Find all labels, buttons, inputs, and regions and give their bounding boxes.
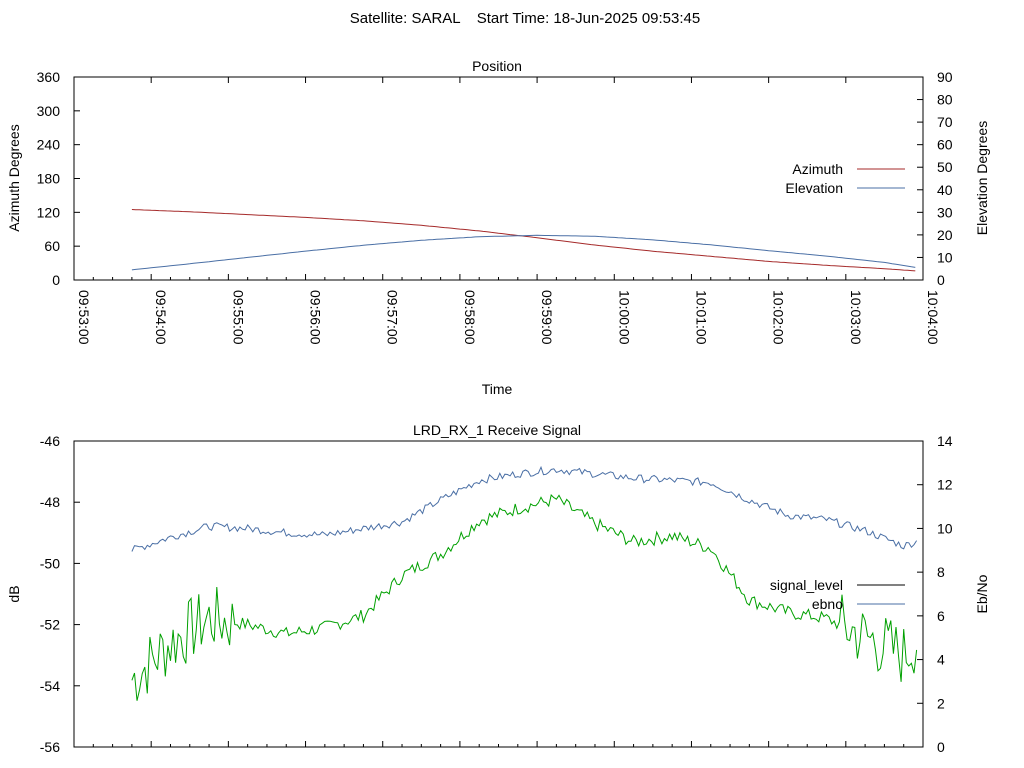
x-tick-label: 10:04:00	[925, 290, 941, 345]
y-tick-label: -48	[40, 494, 60, 510]
y-tick-label: 180	[37, 171, 61, 187]
y2-tick-label: 14	[937, 433, 953, 449]
y2-tick-label: 2	[937, 695, 945, 711]
position-plot-frame	[74, 77, 923, 280]
y-tick-label: 60	[44, 238, 60, 254]
x-tick-label: 09:54:00	[153, 290, 169, 345]
y-tick-label: -56	[40, 739, 60, 755]
y-tick-label: 120	[37, 204, 61, 220]
y2-tick-label: 10	[937, 520, 953, 536]
time-axis-label: Time	[482, 381, 513, 397]
y-tick-label: -50	[40, 555, 60, 571]
series-line-signal-level	[132, 495, 917, 701]
y-tick-label: -46	[40, 433, 60, 449]
y-tick-label: -54	[40, 678, 60, 694]
y2-tick-label: 40	[937, 182, 953, 198]
legend-label-signal-level: signal_level	[770, 577, 843, 593]
x-tick-label: 10:00:00	[616, 290, 632, 345]
series-line-elevation	[132, 235, 915, 270]
x-tick-label: 09:59:00	[539, 290, 555, 345]
x-tick-label: 09:57:00	[385, 290, 401, 345]
position-chart-title: Position	[472, 58, 522, 74]
y-tick-label: -52	[40, 617, 60, 633]
y-tick-label: 240	[37, 137, 61, 153]
y2-tick-label: 0	[937, 272, 945, 288]
legend-label-azimuth: Azimuth	[792, 161, 843, 177]
y2-tick-label: 50	[937, 159, 953, 175]
y2-tick-label: 12	[937, 477, 953, 493]
receive-signal-plot-frame	[74, 441, 923, 747]
y2-tick-label: 70	[937, 114, 953, 130]
legend-label-elevation: Elevation	[785, 180, 843, 196]
ebno-axis-ticks: 0 2 4 6 8 10 12 14	[917, 433, 953, 755]
position-chart: Position 0 60 120 180 240 300 360 0 10 20 30 40 50 6…	[6, 58, 990, 397]
x-tick-label: 10:02:00	[771, 290, 787, 345]
y-tick-label: 0	[52, 272, 60, 288]
receive-signal-chart: LRD_RX_1 Receive Signal -56 -54 -52 -50 -48 -…	[6, 422, 990, 755]
y2-tick-label: 20	[937, 227, 953, 243]
satellite-pass-figure: Satellite: SARAL Start Time: 18-Jun-2025…	[0, 0, 1024, 768]
y2-tick-label: 80	[937, 92, 953, 108]
elevation-axis-label: Elevation Degrees	[974, 121, 990, 235]
ebno-axis-label: Eb/No	[974, 574, 990, 613]
x-tick-label: 09:55:00	[230, 290, 246, 345]
receive-signal-chart-title: LRD_RX_1 Receive Signal	[413, 422, 581, 438]
x-tick-label: 10:03:00	[848, 290, 864, 345]
y2-tick-label: 60	[937, 137, 953, 153]
y2-tick-label: 10	[937, 249, 953, 265]
y2-tick-label: 4	[937, 652, 945, 668]
y2-tick-label: 30	[937, 204, 953, 220]
time-axis-ticks: 09:53:00 09:54:00 09:55:00 09:56:00 09:57:00…	[74, 77, 941, 345]
y-tick-label: 300	[37, 103, 61, 119]
x-tick-label: 09:58:00	[462, 290, 478, 345]
y-tick-label: 360	[37, 69, 61, 85]
legend-label-ebno: ebno	[812, 596, 843, 612]
figure-title: Satellite: SARAL Start Time: 18-Jun-2025…	[350, 10, 700, 27]
y2-tick-label: 6	[937, 608, 945, 624]
x-tick-label: 09:53:00	[76, 290, 92, 345]
signal-time-axis-ticks	[74, 741, 923, 747]
elevation-axis-ticks: 0 10 20 30 40 50 60 70 80 90	[917, 69, 953, 288]
y2-tick-label: 90	[937, 69, 953, 85]
azimuth-axis-label: Azimuth Degrees	[6, 124, 22, 231]
azimuth-axis-ticks: 0 60 120 180 240 300 360	[37, 69, 80, 288]
y2-tick-label: 0	[937, 739, 945, 755]
x-tick-label: 09:56:00	[308, 290, 324, 345]
db-axis-label: dB	[6, 585, 22, 602]
position-legend: Azimuth Elevation	[785, 161, 905, 196]
x-tick-label: 10:01:00	[693, 290, 709, 345]
y2-tick-label: 8	[937, 564, 945, 580]
position-series-lines	[132, 210, 915, 271]
series-line-azimuth	[132, 210, 915, 271]
series-line-ebno	[132, 467, 917, 551]
